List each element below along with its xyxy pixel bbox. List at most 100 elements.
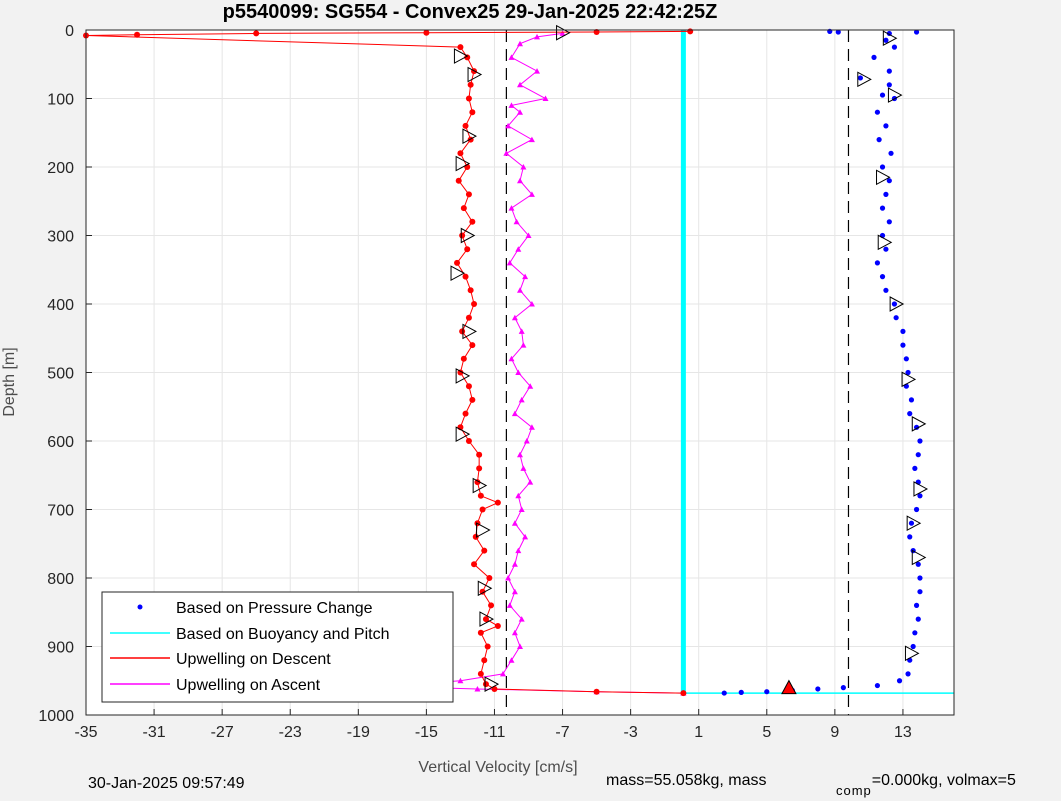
- descent-point: [687, 28, 694, 35]
- legend-label-pressure: Based on Pressure Change: [176, 600, 373, 617]
- pressure-point: [815, 686, 821, 692]
- legend-label-descent: Upwelling on Descent: [176, 651, 331, 668]
- descent-point: [486, 575, 493, 581]
- legend-label-buoyancy: Based on Buoyancy and Pitch: [176, 626, 389, 643]
- legend: Based on Pressure Change Based on Buoyan…: [101, 591, 454, 703]
- descent-point: [476, 451, 483, 458]
- orientation-marker: [911, 416, 927, 432]
- y-tick-label: 1000: [38, 708, 74, 725]
- x-tick-label: 5: [762, 724, 771, 741]
- orientation-marker: [901, 371, 917, 388]
- orientation-marker: [462, 323, 477, 340]
- x-tick-label: -7: [555, 724, 569, 741]
- pressure-point: [917, 589, 923, 595]
- x-tick-label: -27: [211, 724, 234, 741]
- ascent-point: [517, 287, 523, 293]
- pressure-point: [917, 493, 923, 499]
- pressure-point: [883, 37, 889, 43]
- pressure-point: [913, 602, 920, 609]
- descent-point: [465, 95, 472, 102]
- ascent-point: [522, 273, 529, 280]
- footer-mass-text: mass=55.058kg, mass: [606, 772, 767, 789]
- ascent-point: [508, 205, 515, 211]
- orientation-marker: [484, 676, 500, 693]
- descent-point: [467, 287, 474, 294]
- ascent-point: [513, 218, 520, 225]
- pressure-point: [764, 689, 770, 695]
- pressure-point: [900, 342, 906, 348]
- descent-point: [481, 547, 488, 554]
- descent-point: [467, 81, 474, 88]
- ascent-point: [528, 301, 535, 307]
- ascent-point: [527, 383, 534, 389]
- pressure-point: [907, 411, 913, 417]
- descent-point: [471, 561, 478, 568]
- pressure-point: [903, 356, 909, 362]
- pressure-point: [879, 205, 886, 211]
- footer-comp: comp=0.000kg, volmax=5: [836, 772, 1016, 798]
- ascent-point: [522, 533, 529, 540]
- pressure-point: [891, 301, 898, 307]
- orientation-marker: [877, 234, 893, 251]
- descent-point: [459, 328, 466, 335]
- orientation-marker: [887, 87, 903, 103]
- orientation-marker: [906, 515, 922, 532]
- ascent-point: [517, 40, 523, 47]
- ascent-point: [505, 575, 512, 581]
- pressure-point: [883, 287, 889, 293]
- y-tick-label: 900: [47, 640, 74, 657]
- ascent-point: [506, 259, 513, 266]
- descent-point: [457, 44, 464, 51]
- pressure-point: [835, 29, 841, 35]
- descent-point: [460, 205, 467, 212]
- pressure-point: [917, 575, 923, 581]
- x-tick-label: -3: [624, 724, 638, 741]
- ascent-point: [517, 81, 523, 88]
- descent-point: [488, 602, 495, 609]
- descent-point: [469, 396, 476, 403]
- ascent-point: [503, 150, 510, 156]
- x-tick-label: -11: [484, 724, 506, 741]
- pressure-point: [886, 68, 892, 74]
- descent-point: [423, 29, 430, 36]
- grid: [85, 29, 954, 716]
- x-tick-label: -19: [347, 724, 370, 741]
- y-tick-label: 0: [65, 23, 74, 40]
- footer-comp-text: =0.000kg, volmax=5: [871, 772, 1016, 789]
- ascent-point: [515, 246, 522, 252]
- descent-point: [477, 492, 484, 499]
- ascent-point: [505, 122, 512, 129]
- legend-swatch-pressure: [137, 604, 143, 610]
- descent-point: [482, 681, 489, 688]
- orientation-marker: [455, 155, 471, 172]
- descent-point: [454, 259, 461, 266]
- ascent-point: [511, 561, 518, 567]
- pressure-point: [900, 328, 906, 334]
- orientation-marker: [455, 368, 471, 384]
- pressure-point: [879, 274, 886, 280]
- ascent-point: [528, 191, 535, 197]
- descent-point: [593, 29, 600, 36]
- pressure-point: [905, 369, 911, 376]
- pressure-point: [913, 506, 920, 513]
- y-tick-label: 600: [47, 434, 74, 451]
- ascent-point: [527, 479, 534, 485]
- descent-point: [593, 688, 600, 695]
- pressure-point: [886, 178, 892, 184]
- ascent-point: [508, 54, 515, 60]
- pressure-point: [915, 616, 921, 622]
- orientation-marker: [467, 66, 483, 83]
- orientation-marker: [556, 24, 571, 41]
- pressure-point: [915, 452, 921, 458]
- ascent-point: [542, 95, 549, 101]
- pressure-point: [907, 534, 913, 540]
- descent-point: [462, 410, 469, 417]
- x-tick-label: 13: [894, 724, 912, 741]
- descent-point: [469, 218, 476, 225]
- pressure-point: [871, 54, 877, 61]
- descent-point: [464, 54, 471, 61]
- ascent-point: [534, 68, 541, 74]
- pressure-point: [876, 137, 882, 143]
- legend-label-ascent: Upwelling on Ascent: [176, 677, 321, 694]
- ascent-point: [528, 424, 535, 430]
